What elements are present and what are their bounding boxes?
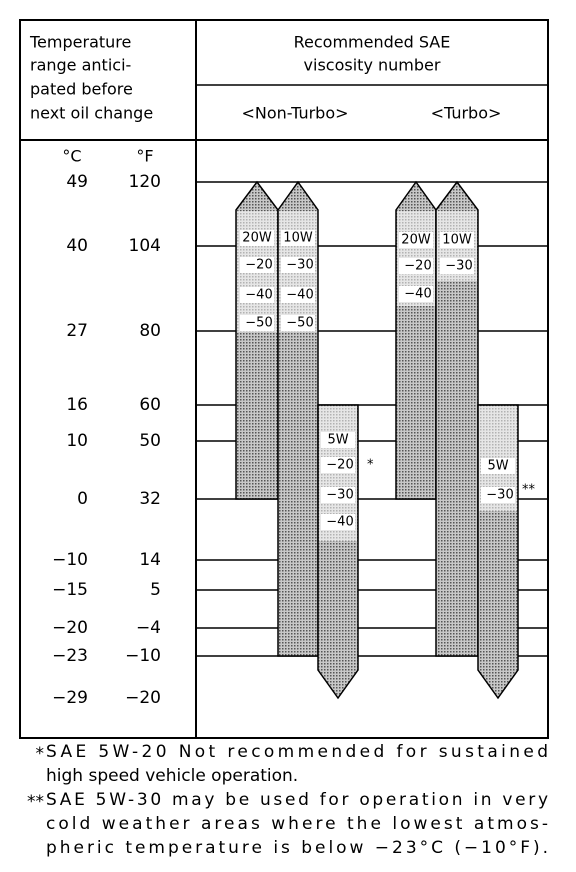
- footnote-mark: *: [36, 744, 45, 764]
- viscosity-label: −40: [245, 288, 272, 303]
- fahrenheit-value: 14: [139, 550, 161, 570]
- fahrenheit-value: 32: [139, 489, 161, 509]
- label-bg: [481, 458, 515, 474]
- viscosity-label: −50: [245, 316, 272, 331]
- viscosity-label: −40: [286, 288, 313, 303]
- viscosity-label: 20W: [242, 231, 272, 246]
- label-bg: [240, 230, 274, 246]
- footnote-line: pheric temperature is below −23°C (−10°F…: [46, 838, 548, 858]
- viscosity-label: −30: [445, 259, 472, 274]
- label-bg: [240, 287, 274, 303]
- viscosity-label: −20: [326, 458, 353, 473]
- fahrenheit-value: 5: [150, 580, 161, 600]
- footnote-mark: **: [522, 483, 536, 498]
- fahrenheit-value: 60: [139, 395, 161, 415]
- fahrenheit-value: 80: [139, 321, 161, 341]
- oil-bars: 20W−20−40−5010W−30−40−505W−20−30−40*20W−…: [235, 180, 536, 700]
- label-bg: [481, 487, 515, 503]
- celsius-value: 0: [77, 489, 88, 509]
- fahrenheit-value: 104: [129, 236, 161, 256]
- label-bg: [321, 487, 355, 503]
- footnote-line: cold weather areas where the lowest atmo…: [46, 814, 548, 834]
- label-bg: [321, 457, 355, 473]
- celsius-value: 16: [66, 395, 88, 415]
- fahrenheit-value: −10: [125, 646, 161, 666]
- header-title: viscosity number: [304, 56, 441, 75]
- label-bg: [281, 230, 315, 246]
- label-bg: [399, 258, 433, 274]
- celsius-value: −29: [52, 688, 88, 708]
- celsius-value: −20: [52, 618, 88, 638]
- group-label: <Non-Turbo>: [241, 104, 348, 123]
- label-bg: [321, 432, 355, 448]
- viscosity-label: −20: [245, 258, 272, 273]
- viscosity-label: −30: [286, 258, 313, 273]
- label-bg: [240, 315, 274, 331]
- fahrenheit-value: 50: [139, 431, 161, 451]
- viscosity-label: 5W: [487, 459, 508, 474]
- unit-label: °F: [136, 147, 153, 166]
- footnote-line: SAE 5W-20 Not recommended for sustained: [46, 742, 548, 762]
- header-left: pated before: [30, 80, 133, 99]
- header-left: Temperature: [29, 33, 131, 52]
- table-border: [19, 19, 549, 739]
- footnote-mark: *: [367, 458, 374, 473]
- label-bg: [440, 232, 474, 248]
- celsius-value: −10: [52, 550, 88, 570]
- label-bg: [399, 286, 433, 302]
- fahrenheit-value: −20: [125, 688, 161, 708]
- label-bg: [321, 514, 355, 530]
- fahrenheit-value: 120: [129, 172, 161, 192]
- label-bg: [281, 287, 315, 303]
- label-bg: [440, 258, 474, 274]
- label-bg: [240, 257, 274, 273]
- label-bg: [399, 232, 433, 248]
- viscosity-label: −40: [326, 515, 353, 530]
- celsius-value: 10: [66, 431, 88, 451]
- viscosity-label: −50: [286, 316, 313, 331]
- header-left: next oil change: [30, 104, 153, 123]
- viscosity-label: −40: [404, 287, 431, 302]
- footnote-mark: **: [27, 792, 44, 812]
- label-bg: [281, 315, 315, 331]
- footnotes: * SAE 5W-20 Not recommended for sustained…: [27, 742, 548, 858]
- footnote-line: high speed vehicle operation.: [46, 766, 298, 786]
- viscosity-label: 10W: [442, 233, 472, 248]
- celsius-value: 49: [66, 172, 88, 192]
- fahrenheit-value: −4: [136, 618, 161, 638]
- celsius-value: −15: [52, 580, 88, 600]
- celsius-value: 40: [66, 236, 88, 256]
- group-label: <Turbo>: [431, 104, 502, 123]
- celsius-value: 27: [66, 321, 88, 341]
- label-bg: [281, 257, 315, 273]
- temperature-rows: 49 120 40 104 27 80 16 60 10 50 0 32 −10 14 −15 5 −20 −4 −…: [52, 172, 161, 708]
- viscosity-label: −30: [326, 488, 353, 503]
- unit-label: °C: [62, 147, 81, 166]
- viscosity-label: 10W: [283, 231, 313, 246]
- header-left: range antici-: [30, 56, 131, 75]
- viscosity-label: 20W: [401, 233, 431, 248]
- viscosity-label: −30: [486, 488, 513, 503]
- header-title: Recommended SAE: [294, 33, 451, 52]
- viscosity-label: 5W: [327, 433, 348, 448]
- viscosity-label: −20: [404, 259, 431, 274]
- celsius-value: −23: [52, 646, 88, 666]
